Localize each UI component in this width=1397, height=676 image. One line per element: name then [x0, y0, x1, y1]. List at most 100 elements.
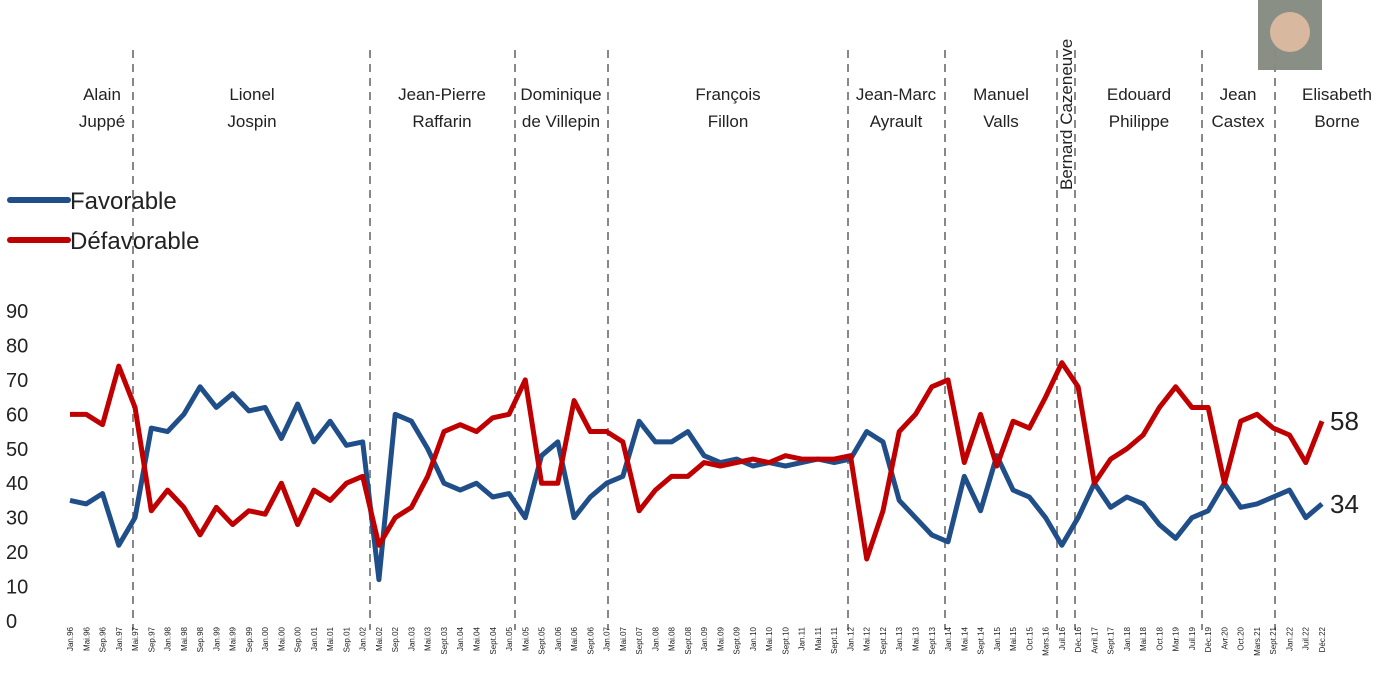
x-tick-label: Jan.04: [456, 626, 465, 651]
y-tick-label: 70: [6, 370, 28, 392]
y-tick-label: 60: [6, 404, 28, 426]
pm-label: Jospin: [227, 112, 276, 131]
x-tick-label: Jan.14: [944, 626, 953, 651]
x-tick-label: Mai.03: [424, 626, 433, 651]
x-tick-label: Mai.01: [326, 626, 335, 651]
pm-label: Bernard Cazeneuve: [1057, 39, 1076, 190]
x-tick-label: Mai.05: [521, 626, 530, 651]
x-tick-label: Jan.15: [993, 626, 1002, 651]
x-tick-label: Jan.11: [798, 626, 807, 650]
x-tick-label: Sep.96: [99, 626, 108, 652]
x-tick-label: Oct.20: [1237, 626, 1246, 650]
pm-label: Jean: [1220, 85, 1257, 104]
x-tick-label: Mai.06: [570, 626, 579, 651]
x-tick-label: Mai.04: [472, 626, 481, 651]
x-tick-label: Oct.18: [1155, 626, 1164, 650]
x-tick-label: Sept.13: [928, 626, 937, 654]
x-tick-label: Jan.05: [505, 626, 514, 651]
x-tick-label: Jan.99: [212, 626, 221, 651]
x-tick-label: Mai.12: [863, 626, 872, 651]
x-tick-label: Mai.18: [1139, 626, 1148, 651]
x-tick-label: Mai.97: [131, 626, 140, 651]
x-tick-label: Juil.19: [1188, 626, 1197, 650]
pm-label: Elisabeth: [1302, 85, 1372, 104]
x-tick-label: Mai.14: [960, 626, 969, 651]
portrait-face: [1270, 12, 1310, 52]
x-tick-label: Jan.08: [651, 626, 660, 651]
x-tick-label: Jan.07: [603, 626, 612, 651]
x-tick-label: Jan.12: [846, 626, 855, 651]
x-tick-label: Sept.09: [733, 626, 742, 654]
x-tick-label: Jan.09: [700, 626, 709, 651]
pm-label: Castex: [1212, 112, 1265, 131]
y-tick-label: 40: [6, 473, 28, 495]
pm-label: Jean-Pierre: [398, 85, 486, 104]
legend-label: Favorable: [70, 188, 177, 215]
x-tick-label: Mai.00: [277, 626, 286, 651]
x-tick-label: Mai.13: [912, 626, 921, 651]
pm-label: Alain: [83, 85, 121, 104]
series-line: [70, 360, 1325, 562]
x-tick-label: Mai.96: [82, 626, 91, 651]
x-tick-label: Mai.15: [1009, 626, 1018, 651]
x-tick-label: Sep.00: [294, 626, 303, 652]
x-tick-label: Mars.16: [1042, 626, 1051, 655]
pm-label: Jean-Marc: [856, 85, 937, 104]
x-tick-label: Sep.02: [391, 626, 400, 652]
x-tick-label: Avril.17: [1090, 626, 1099, 653]
x-tick-label: Mai.09: [716, 626, 725, 651]
pm-label: de Villepin: [522, 112, 600, 131]
pm-label: Manuel: [973, 85, 1029, 104]
pm-label: Philippe: [1109, 112, 1170, 131]
x-tick-label: Jan.96: [66, 626, 75, 651]
pm-label: Borne: [1314, 112, 1359, 131]
pm-label: François: [695, 85, 760, 104]
x-tick-label: Déc.19: [1204, 626, 1213, 652]
pm-label: Valls: [983, 112, 1019, 131]
x-tick-label: Jan.97: [115, 626, 124, 651]
x-tick-label: Sept.21: [1269, 626, 1278, 654]
x-tick-label: Jan.00: [261, 626, 270, 651]
y-tick-label: 10: [6, 577, 28, 599]
x-tick-label: Avr.20: [1220, 626, 1229, 649]
x-tick-label: Jan.18: [1123, 626, 1132, 651]
dividers: [132, 50, 1276, 630]
x-tick-label: Sept.07: [635, 626, 644, 654]
x-tick-label: Mai.10: [765, 626, 774, 651]
x-tick-label: Déc.16: [1074, 626, 1083, 652]
x-tick-label: Sept.11: [830, 626, 839, 654]
y-tick-label: 30: [6, 508, 28, 530]
x-tick-label: Sept.04: [489, 626, 498, 654]
x-tick-label: Sept.14: [977, 626, 986, 654]
x-tick-label: Mar.19: [1172, 626, 1181, 651]
x-tick-label: Mai.99: [229, 626, 238, 651]
pm-label: Raffarin: [412, 112, 471, 131]
pm-label: Juppé: [79, 112, 125, 131]
y-tick-label: 20: [6, 542, 28, 564]
pm-label: Edouard: [1107, 85, 1171, 104]
x-tick-label: Sept.08: [684, 626, 693, 654]
x-tick-label: Jan.13: [895, 626, 904, 651]
x-tick-label: Déc.22: [1318, 626, 1327, 652]
x-tick-label: Oct.15: [1025, 626, 1034, 650]
x-tick-label: Mai.98: [180, 626, 189, 651]
x-tick-label: Mai.11: [814, 626, 823, 650]
x-tick-label: Jan.06: [554, 626, 563, 651]
x-tick-label: Sept.17: [1107, 626, 1116, 654]
x-tick-label: Jan.10: [749, 626, 758, 651]
x-tick-label: Sep.97: [147, 626, 156, 652]
x-tick-label: Jan.02: [359, 626, 368, 651]
pm-label: Dominique: [520, 85, 601, 104]
x-tick-label: Sep.99: [245, 626, 254, 652]
x-tick-label: Sept.05: [538, 626, 547, 654]
x-tick-label: Juil.16: [1058, 626, 1067, 650]
x-tick-label: Sept.10: [781, 626, 790, 654]
x-tick-label: Jan.03: [407, 626, 416, 651]
pm-label: Lionel: [229, 85, 274, 104]
pm-label: Ayrault: [870, 112, 923, 131]
x-tick-label: Sep.01: [342, 626, 351, 652]
x-tick-label: Mai.08: [668, 626, 677, 651]
x-tick-label: Sep.98: [196, 626, 205, 652]
x-tick-label: Sept.12: [879, 626, 888, 654]
